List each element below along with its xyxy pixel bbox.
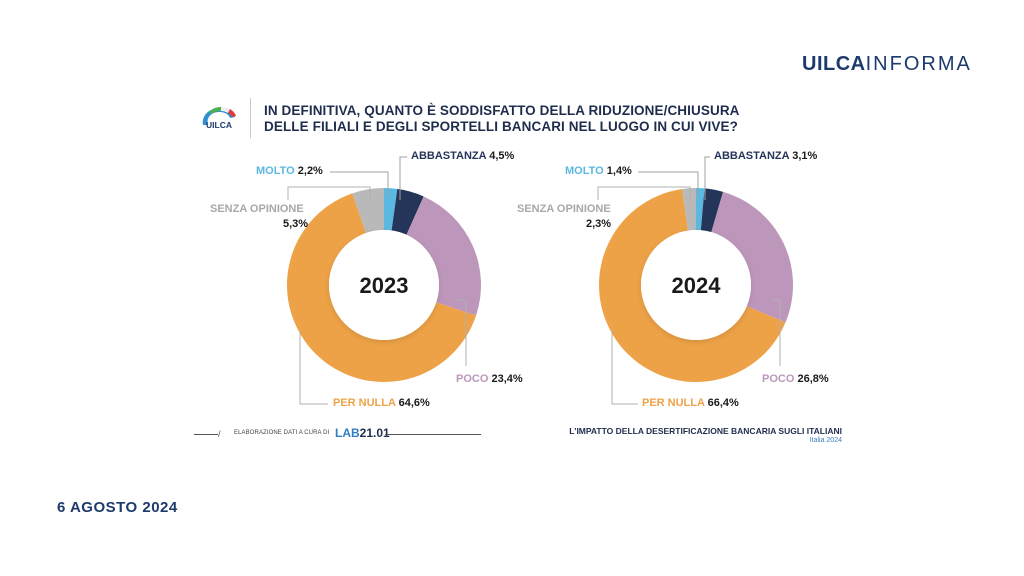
question-line-2: DELLE FILIALI E DEGLI SPORTELLI BANCARI … bbox=[264, 119, 738, 134]
leader-line-2024-abbastanza bbox=[704, 156, 710, 200]
donut-chart-2024: 2024 bbox=[597, 156, 793, 405]
label-2023-senza-opinione-category: SENZA OPINIONE bbox=[210, 203, 304, 215]
question-line-1: IN DEFINITIVA, QUANTO È SODDISFATTO DELL… bbox=[264, 103, 740, 118]
label-2024-per-nulla: PER NULLA 66,4% bbox=[642, 397, 739, 409]
label-category: PER NULLA bbox=[333, 397, 396, 409]
label-2023-molto: MOLTO 2,2% bbox=[256, 165, 323, 177]
leader-line-2023-senza-opinione bbox=[287, 186, 371, 200]
label-2024-senza-opinione-category: SENZA OPINIONE bbox=[517, 203, 611, 215]
logo-divider bbox=[250, 98, 251, 138]
credit-line-left bbox=[194, 434, 218, 435]
question-title: IN DEFINITIVA, QUANTO È SODDISFATTO DELL… bbox=[264, 103, 740, 135]
svg-text:UILCA: UILCA bbox=[206, 120, 232, 130]
donut-title-2023: 2023 bbox=[360, 273, 409, 298]
label-2024-poco: POCO 26,8% bbox=[762, 373, 829, 385]
leader-line-2024-poco bbox=[772, 299, 781, 366]
label-category: POCO bbox=[762, 373, 795, 385]
slice-2024-poco bbox=[711, 191, 793, 323]
donut-center-2023 bbox=[329, 230, 439, 340]
brand-light: INFORMA bbox=[865, 53, 972, 75]
leader-line-2023-poco bbox=[455, 299, 467, 366]
slice-2023-per-nulla bbox=[286, 193, 477, 383]
slice-2023-senza-opinione bbox=[352, 188, 384, 234]
slice-2024-molto bbox=[696, 188, 705, 231]
label-value: 1,4% bbox=[606, 165, 632, 177]
slice-2023-abbastanza bbox=[391, 188, 424, 235]
slice-2023-molto bbox=[384, 188, 398, 231]
leader-line-2023-per-nulla bbox=[299, 330, 328, 405]
label-2023-abbastanza: ABBASTANZA 4,5% bbox=[411, 150, 514, 162]
leader-line-2024-per-nulla bbox=[611, 330, 638, 405]
label-2024-senza-opinione-value: 2,3% bbox=[586, 218, 612, 230]
label-category: MOLTO bbox=[256, 165, 295, 177]
label-category: ABBASTANZA bbox=[411, 150, 487, 162]
label-2023-senza-opinione-value: 5,3% bbox=[283, 218, 309, 230]
slice-2024-senza-opinione bbox=[682, 188, 696, 231]
survey-subtitle: Italia 2024 bbox=[809, 437, 842, 444]
leader-line-2023-molto bbox=[330, 171, 389, 198]
donut-title-2024: 2024 bbox=[672, 273, 722, 298]
data-credit: / ELABORAZIONE DATI A CURA DI LAB21.01 bbox=[194, 426, 484, 442]
survey-caption: L'IMPATTO DELLA DESERTIFICAZIONE BANCARI… bbox=[569, 426, 842, 444]
slice-2023-poco bbox=[406, 196, 481, 316]
publication-date: 6 AGOSTO 2024 bbox=[57, 499, 178, 516]
credit-text: ELABORAZIONE DATI A CURA DI bbox=[234, 430, 330, 436]
label-value: 64,6% bbox=[398, 397, 430, 409]
donut-center-2024 bbox=[641, 230, 751, 340]
label-2024-abbastanza: ABBASTANZA 3,1% bbox=[714, 150, 817, 162]
leader-line-2024-senza-opinione bbox=[597, 186, 691, 200]
brand-bold: UILCA bbox=[802, 53, 866, 75]
lab2101-logo: LAB21.01 bbox=[335, 426, 390, 440]
slice-2024-abbastanza bbox=[700, 188, 724, 233]
label-value: 26,8% bbox=[797, 373, 829, 385]
label-category: MOLTO bbox=[565, 165, 604, 177]
label-2023-poco: POCO 23,4% bbox=[456, 373, 523, 385]
label-category: ABBASTANZA bbox=[714, 150, 790, 162]
credit-line-right bbox=[385, 434, 481, 435]
label-value: 3,1% bbox=[792, 150, 818, 162]
leader-line-2024-molto bbox=[638, 171, 699, 198]
label-value: 4,5% bbox=[489, 150, 515, 162]
brand-logo-uilca-informa: UILCAINFORMA bbox=[802, 53, 972, 76]
label-value: 2,2% bbox=[297, 165, 323, 177]
slice-2024-per-nulla bbox=[599, 189, 786, 382]
survey-title: L'IMPATTO DELLA DESERTIFICAZIONE BANCARI… bbox=[569, 426, 842, 436]
uilca-logo-icon: UILCA bbox=[202, 107, 236, 130]
label-2023-per-nulla: PER NULLA 64,6% bbox=[333, 397, 430, 409]
label-value: 66,4% bbox=[707, 397, 739, 409]
label-value: 23,4% bbox=[491, 373, 523, 385]
leader-line-2023-abbastanza bbox=[399, 156, 407, 200]
credit-tick: / bbox=[218, 429, 221, 439]
label-category: PER NULLA bbox=[642, 397, 705, 409]
label-category: POCO bbox=[456, 373, 489, 385]
label-2024-molto: MOLTO 1,4% bbox=[565, 165, 632, 177]
donut-chart-2023: 2023 bbox=[286, 156, 481, 405]
